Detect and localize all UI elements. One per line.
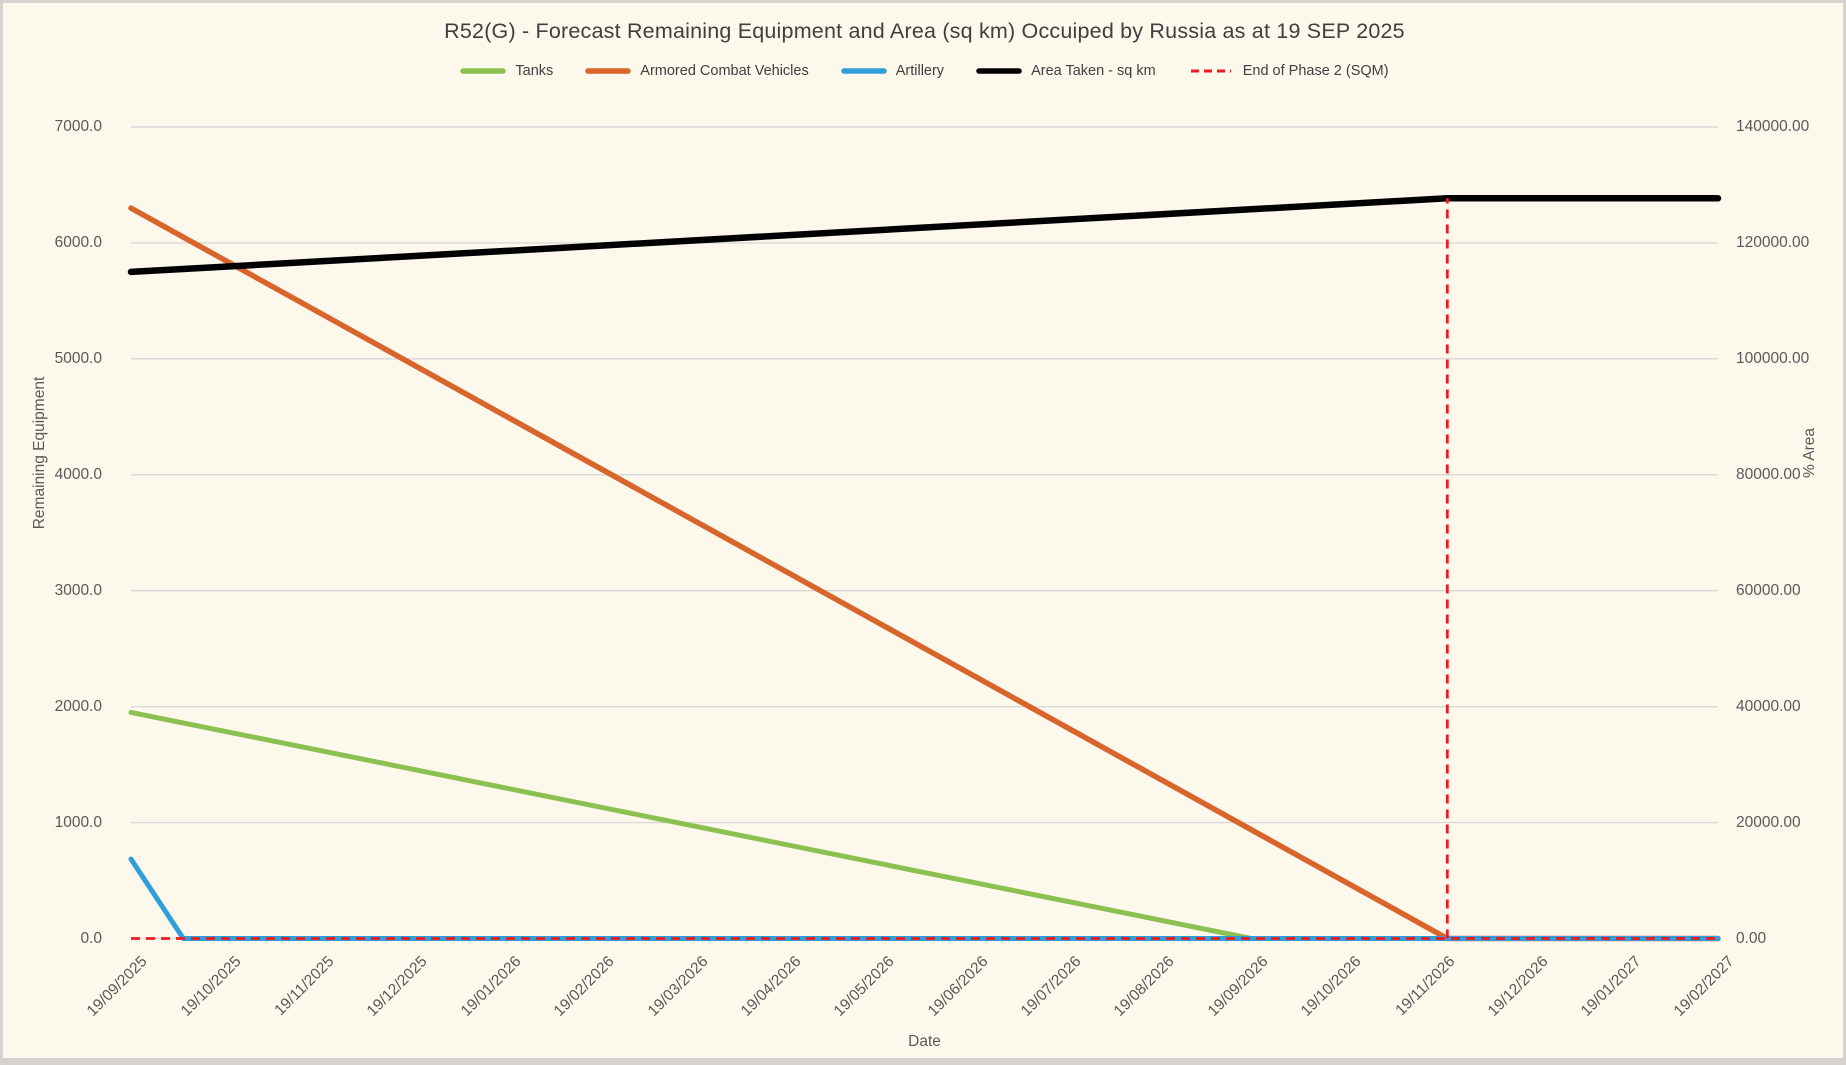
legend-swatch-end-of-phase-2-sqm (1190, 69, 1231, 73)
y-axis-left-tick-label: 1000.0 (54, 813, 102, 831)
y-axis-right-tick-label: 80000.00 (1736, 465, 1801, 483)
series-line-area-taken-sq-km (127, 195, 1722, 276)
legend-item-armored-combat-vehicles: Armored Combat Vehicles (585, 63, 809, 79)
legend-item-area-taken-sq-km: Area Taken - sq km (976, 63, 1156, 79)
y-axis-left-tick-label: 7000.0 (54, 118, 102, 135)
y-axis-left-tick-label: 0.0 (80, 929, 102, 947)
y-axis-right-tick-label: 40000.00 (1736, 697, 1801, 715)
chart-legend: Tanks Armored Combat Vehicles Artillery Are… (131, 63, 1718, 79)
chart-title: R52(G) - Forecast Remaining Equipment an… (444, 19, 1405, 43)
legend-swatch-area-taken-sq-km (976, 68, 1022, 74)
y-axis-left-tick-label: 6000.0 (54, 233, 102, 251)
legend-swatch-artillery (840, 68, 887, 74)
legend-item-tanks: Tanks (460, 63, 553, 79)
y-axis-right-tick-label: 140000.00 (1736, 118, 1810, 135)
y-axis-left-tick-label: 5000.0 (54, 349, 102, 367)
legend-item-artillery: Artillery (840, 63, 945, 79)
y-axis-left-tick-label: 2000.0 (54, 697, 102, 715)
y-axis-right-tick-label: 0.00 (1736, 929, 1767, 947)
y-axis-right-tick-label: 120000.00 (1736, 233, 1810, 251)
legend-swatch-tanks (460, 68, 507, 74)
legend-swatch-armored-combat-vehicles (585, 68, 632, 74)
legend-item-end-of-phase-2-sqm: End of Phase 2 (SQM) (1188, 63, 1389, 79)
y-axis-left-tick-label: 4000.0 (54, 465, 102, 483)
legend-label-armored-combat-vehicles: Armored Combat Vehicles (640, 63, 809, 79)
legend-label-end-of-phase-2-sqm: End of Phase 2 (SQM) (1242, 63, 1389, 79)
legend-label-area-taken-sq-km: Area Taken - sq km (1031, 63, 1156, 79)
y-axis-right-tick-label: 20000.00 (1736, 813, 1801, 831)
y-axis-left-tick-label: 3000.0 (54, 581, 102, 599)
y-axis-right-tick-label: 60000.00 (1736, 581, 1801, 599)
x-axis-title: Date (908, 1033, 941, 1050)
series-line-tanks (128, 709, 1721, 941)
legend-label-tanks: Tanks (515, 63, 554, 79)
y-axis-right-tick-label: 100000.00 (1736, 349, 1810, 367)
plot-area (127, 126, 1722, 942)
series-line-armored-combat-vehicles (128, 205, 1721, 942)
legend-label-artillery: Artillery (895, 63, 945, 79)
